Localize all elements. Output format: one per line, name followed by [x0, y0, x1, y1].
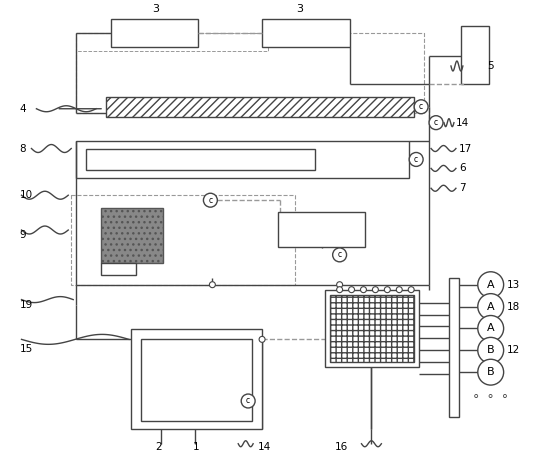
Circle shape	[349, 287, 355, 293]
Circle shape	[478, 316, 504, 341]
Text: c: c	[419, 102, 423, 111]
Text: A: A	[487, 324, 494, 333]
Bar	[262, 19, 350, 47]
Circle shape	[414, 100, 428, 114]
Circle shape	[372, 287, 378, 293]
Text: B: B	[487, 367, 494, 377]
Circle shape	[478, 359, 504, 385]
Circle shape	[478, 272, 504, 297]
Circle shape	[409, 153, 423, 166]
Text: 9: 9	[20, 230, 26, 240]
Text: 8: 8	[20, 143, 26, 154]
Text: c: c	[246, 396, 250, 405]
Bar	[86, 149, 315, 170]
Bar	[101, 208, 163, 263]
Circle shape	[478, 337, 504, 363]
Text: 3: 3	[296, 4, 304, 14]
Text: 14: 14	[258, 442, 271, 452]
Circle shape	[396, 287, 402, 293]
Text: 17: 17	[459, 143, 472, 154]
Bar	[141, 340, 252, 421]
Text: 10: 10	[20, 190, 32, 200]
Text: °  °  °: ° ° °	[473, 392, 508, 405]
Text: A: A	[487, 280, 494, 290]
Text: 2: 2	[156, 442, 162, 452]
Bar	[282, 215, 361, 243]
Bar	[278, 212, 365, 247]
Text: 16: 16	[334, 442, 348, 452]
Bar	[76, 33, 424, 113]
Circle shape	[360, 287, 366, 293]
Text: 15: 15	[20, 344, 33, 354]
Bar	[106, 97, 414, 117]
Bar	[76, 141, 409, 178]
Circle shape	[429, 116, 443, 130]
Bar	[461, 26, 489, 84]
Text: 14: 14	[456, 118, 469, 127]
Text: B: B	[487, 345, 494, 355]
Circle shape	[333, 248, 346, 262]
Bar	[101, 263, 136, 275]
Text: 5: 5	[487, 61, 493, 71]
Bar	[76, 33, 268, 51]
Bar	[71, 195, 295, 285]
Circle shape	[478, 294, 504, 319]
Bar	[324, 290, 419, 367]
Text: c: c	[434, 118, 438, 127]
Text: 19: 19	[20, 299, 33, 310]
Text: c: c	[414, 155, 418, 164]
Text: A: A	[487, 302, 494, 311]
Circle shape	[210, 282, 216, 288]
Circle shape	[408, 287, 414, 293]
Bar	[111, 19, 199, 47]
Bar	[329, 295, 414, 362]
Circle shape	[259, 336, 265, 342]
Text: 7: 7	[459, 183, 465, 193]
Circle shape	[337, 282, 343, 288]
Text: 13: 13	[507, 280, 520, 290]
Text: 6: 6	[459, 163, 465, 173]
Text: c: c	[338, 250, 342, 259]
Bar	[131, 329, 262, 429]
Circle shape	[384, 287, 390, 293]
Text: 12: 12	[507, 345, 520, 355]
Text: c: c	[208, 196, 212, 205]
Text: 18: 18	[507, 302, 520, 311]
Text: 1: 1	[192, 442, 199, 452]
Bar	[449, 278, 459, 417]
Text: 3: 3	[152, 4, 159, 14]
Circle shape	[337, 287, 343, 293]
Text: 4: 4	[20, 104, 26, 114]
Circle shape	[241, 394, 255, 408]
Circle shape	[204, 193, 217, 207]
